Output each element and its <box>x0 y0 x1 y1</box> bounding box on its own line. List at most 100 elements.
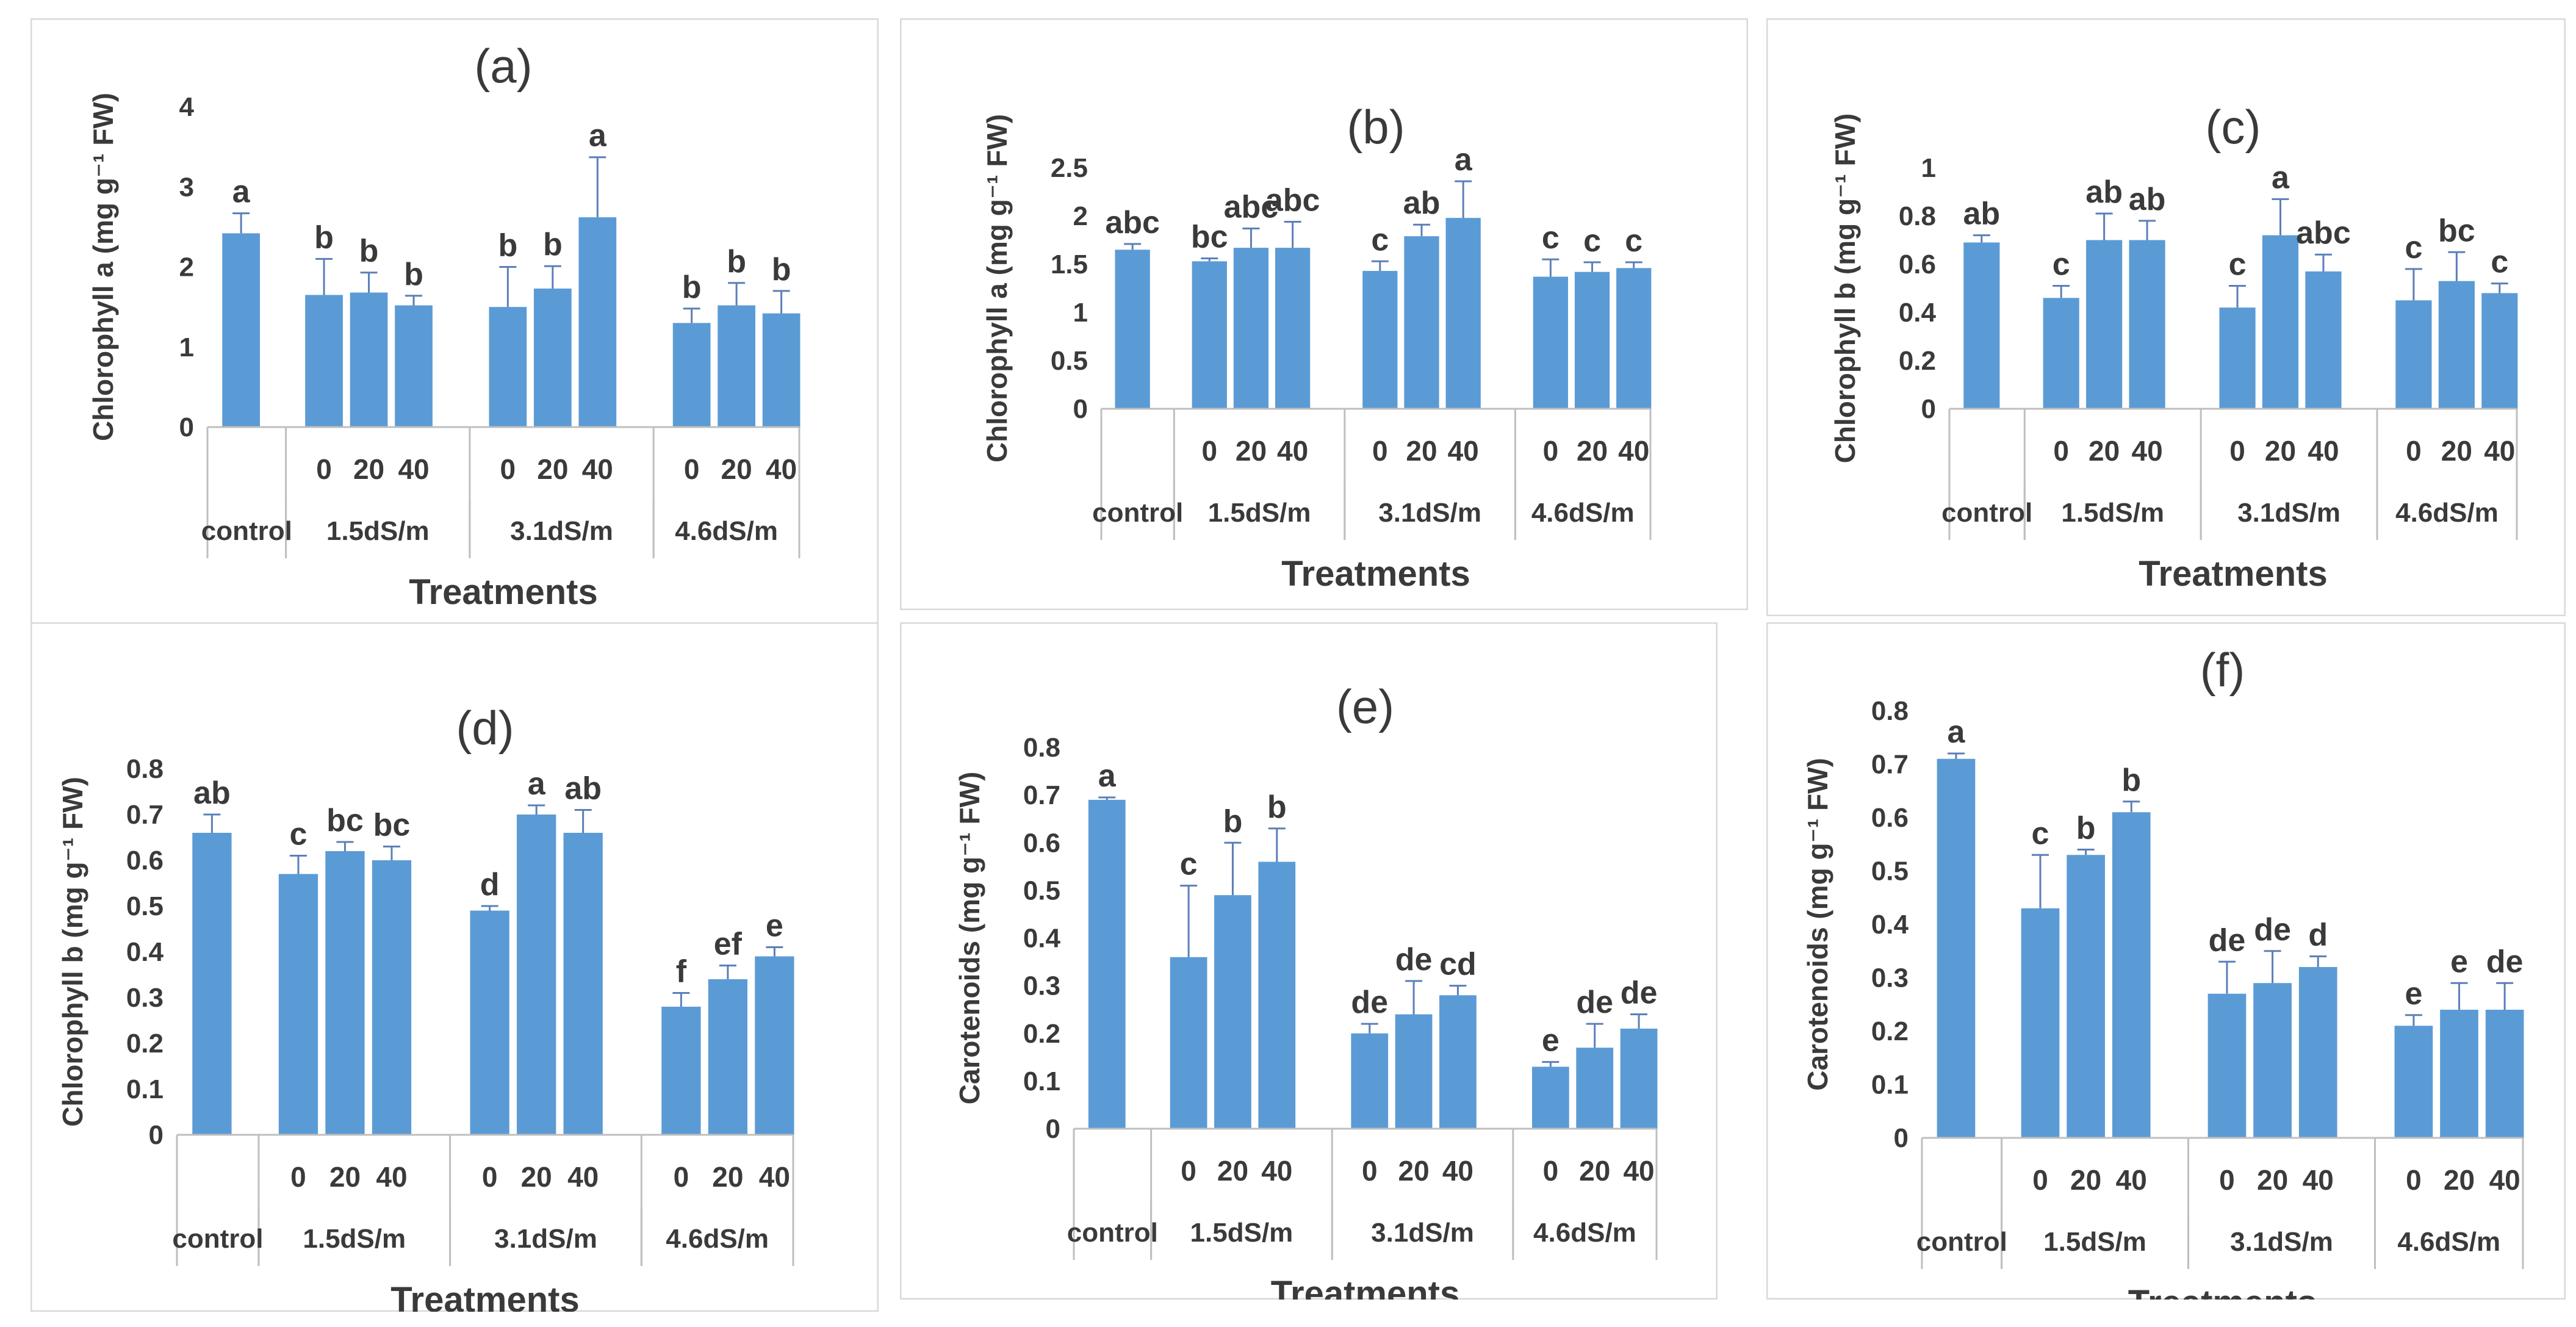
chart-d-xtick-sub-label: 20 <box>329 1161 361 1193</box>
chart-b-significance-letter: c <box>1583 223 1601 259</box>
chart-e-significance-letter: de <box>1395 942 1433 977</box>
chart-f-significance-letter: e <box>2405 976 2422 1012</box>
chart-e-xtick-group-label: 3.1dS/m <box>1371 1218 1474 1248</box>
chart-b-bar <box>1616 268 1652 409</box>
chart-f-bar <box>2253 983 2292 1138</box>
chart-c-frame <box>1766 18 2566 616</box>
chart-a-bar <box>489 307 527 427</box>
chart-d-ytick-label: 0.8 <box>126 754 164 784</box>
chart-d-ytick-label: 0.7 <box>126 800 164 830</box>
chart-d-bar <box>192 833 232 1135</box>
chart-e-bar <box>1170 957 1207 1129</box>
chart-e-significance-letter: c <box>1180 847 1198 882</box>
chart-a-ytick-label: 2 <box>179 253 194 282</box>
chart-c-ytick-label: 0.4 <box>1899 298 1937 328</box>
chart-e-bar <box>1088 799 1126 1129</box>
chart-b-xtick-group-label: control <box>1092 498 1183 528</box>
chart-e-bar <box>1214 895 1251 1129</box>
chart-panel-e: (e) 0 0.1 0.2 0.3 0.4 0.5 0.6 0.7 0.8 Carotenoids … <box>900 622 1718 1300</box>
chart-f-ytick-label: 0.4 <box>1871 910 1909 940</box>
chart-f-significance-letter: b <box>2121 763 2141 798</box>
chart-panel-f: (f) 0 0.1 0.2 0.3 0.4 0.5 0.6 0.7 0.8 Carotenoids … <box>1766 622 2566 1300</box>
chart-b-xtick-group-label: 1.5dS/m <box>1208 498 1311 528</box>
chart-c-xtick-group-label: 4.6dS/m <box>2395 498 2499 528</box>
chart-a-significance-letter: b <box>359 234 379 269</box>
chart-b-bar <box>1275 248 1311 409</box>
chart-e-frame <box>900 622 1718 1300</box>
chart-d-xtick-sub-label: 40 <box>567 1161 599 1193</box>
chart-c-ytick-label: 0.2 <box>1899 346 1936 376</box>
chart-d-significance-letter: ab <box>193 775 231 811</box>
chart-f-ytick-label: 0.6 <box>1871 803 1909 833</box>
chart-d-ytick-label: 0.2 <box>126 1029 164 1059</box>
chart-b-xtick-sub-label: 20 <box>1406 435 1437 467</box>
chart-e-xtick-group-label: 1.5dS/m <box>1190 1218 1293 1248</box>
chart-f-xtick-sub-label: 0 <box>2406 1164 2422 1196</box>
chart-b-significance-letter: abc <box>1105 205 1160 240</box>
chart-a-xtick-sub-label: 0 <box>316 453 332 485</box>
chart-b-bar <box>1115 250 1150 409</box>
chart-f-xtick-sub-label: 20 <box>2257 1164 2288 1196</box>
chart-b-significance-letter: bc <box>1191 220 1228 255</box>
chart-e-bar <box>1395 1014 1433 1129</box>
chart-a-title: (a) <box>474 39 532 93</box>
chart-f-bar <box>1937 758 1976 1138</box>
chart-d-xtick-sub-label: 40 <box>376 1161 407 1193</box>
chart-a-ytick-label: 3 <box>179 172 194 202</box>
chart-a-significance-letter: b <box>498 228 517 264</box>
chart-f-frame <box>1766 622 2566 1300</box>
chart-b-xtick-group-label: 4.6dS/m <box>1531 498 1635 528</box>
chart-f-xtick-group-label: 4.6dS/m <box>2397 1227 2500 1257</box>
chart-c-bar <box>1963 242 2000 409</box>
chart-c-significance-letter: c <box>2229 247 2247 282</box>
chart-b-significance-letter: c <box>1371 222 1389 257</box>
chart-a-ytick-label: 0 <box>179 412 194 442</box>
chart-a-xtick-sub-label: 40 <box>582 453 613 485</box>
chart-d-significance-letter: f <box>676 954 687 990</box>
chart-e-significance-letter: de <box>1351 985 1388 1020</box>
chart-d-significance-letter: bc <box>326 803 364 838</box>
chart-c-ytick-label: 0 <box>1921 394 1936 424</box>
chart-d-significance-letter: d <box>480 867 500 902</box>
chart-b-bar <box>1192 261 1227 409</box>
chart-a-significance-letter: b <box>772 252 791 287</box>
chart-d-xtick-sub-label: 20 <box>521 1161 552 1193</box>
chart-d-bar <box>278 874 318 1135</box>
chart-panel-d: (d) 0 0.1 0.2 0.3 0.4 0.5 0.6 0.7 0.8 Chlorophyll … <box>31 622 879 1312</box>
chart-b-xtick-sub-label: 20 <box>1577 435 1608 467</box>
chart-c-significance-letter: c <box>2491 245 2508 280</box>
chart-e-xtick-sub-label: 20 <box>1398 1155 1429 1187</box>
chart-d-significance-letter: bc <box>373 808 411 843</box>
chart-b-xlabel: Treatments <box>1281 554 1470 594</box>
chart-f-ytick-label: 0.3 <box>1871 963 1909 993</box>
chart-c-bar <box>2395 300 2432 409</box>
chart-f-significance-letter: c <box>2032 816 2049 851</box>
chart-a-xlabel: Treatments <box>409 572 597 612</box>
chart-c-bar <box>2305 271 2342 409</box>
chart-f-significance-letter: e <box>2450 944 2468 979</box>
chart-b-title: (b) <box>1347 100 1405 154</box>
chart-d-xlabel: Treatments <box>390 1280 579 1312</box>
chart-a-xtick-group-label: 3.1dS/m <box>510 516 613 546</box>
chart-b-xtick-sub-label: 0 <box>1372 435 1388 467</box>
chart-e-significance-letter: de <box>1576 985 1613 1020</box>
chart-a-bar <box>533 288 572 427</box>
chart-e-bar <box>1576 1048 1614 1129</box>
chart-e-bar <box>1439 995 1477 1129</box>
chart-f-bar <box>2485 1010 2524 1138</box>
chart-c-ytick-label: 0.6 <box>1899 250 1936 279</box>
chart-c-xtick-sub-label: 40 <box>2308 435 2339 467</box>
chart-d-bar <box>470 910 509 1135</box>
chart-b-significance-letter: c <box>1625 223 1642 259</box>
chart-a-xtick-sub-label: 40 <box>398 453 429 485</box>
chart-c-xtick-sub-label: 0 <box>2406 435 2422 467</box>
chart-f-significance-letter: d <box>2308 918 2328 953</box>
chart-b-xtick-sub-label: 40 <box>1277 435 1308 467</box>
chart-a-bar <box>305 295 343 427</box>
chart-b-ytick-label: 2 <box>1073 201 1088 231</box>
chart-e-bar <box>1351 1033 1389 1129</box>
chart-e-significance-letter: de <box>1621 976 1658 1011</box>
chart-e-bar <box>1531 1066 1569 1129</box>
chart-a-significance-letter: b <box>543 227 563 262</box>
